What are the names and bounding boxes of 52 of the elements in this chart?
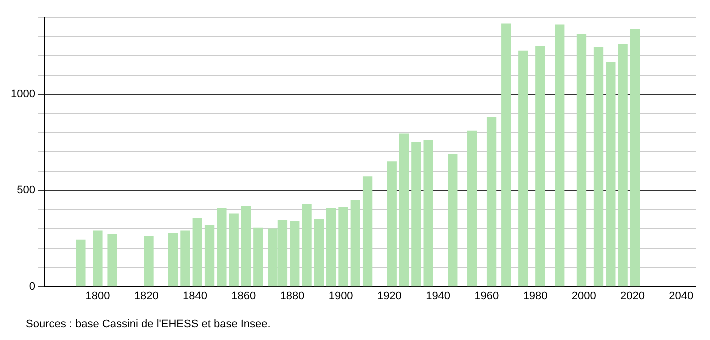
x-tick-label: 1840 — [182, 290, 208, 302]
y-tick-label: 500 — [17, 184, 36, 197]
bar — [555, 24, 565, 287]
x-tick-label: 1960 — [474, 290, 500, 302]
bar — [144, 236, 154, 287]
bar — [314, 219, 324, 287]
bar — [290, 221, 300, 287]
bar — [93, 230, 103, 287]
x-tick-label: 1940 — [426, 290, 451, 302]
x-tick-label: 1900 — [328, 290, 354, 302]
bar — [502, 24, 512, 287]
bar — [338, 207, 348, 287]
bar — [387, 162, 397, 287]
source-note: Sources : base Cassini de l'EHESS et base Insee. — [26, 318, 271, 331]
bar — [254, 228, 264, 287]
x-tick-label: 1820 — [134, 290, 159, 302]
bar — [108, 234, 118, 287]
bar — [536, 46, 546, 287]
x-tick-label: 1860 — [232, 290, 256, 302]
bar — [412, 142, 422, 287]
bar — [76, 240, 86, 287]
x-tick-label: 1800 — [86, 290, 110, 302]
x-tick-label: 2020 — [620, 290, 646, 302]
y-tick-label: 1000 — [10, 88, 36, 101]
bar — [229, 214, 239, 287]
x-tick-label: 2000 — [572, 290, 596, 302]
bar — [518, 50, 528, 287]
bar — [217, 208, 227, 287]
bar — [576, 34, 587, 287]
bar — [594, 47, 604, 287]
bar — [180, 230, 190, 287]
bar — [326, 208, 336, 287]
bar — [192, 218, 202, 287]
x-tick-label: 1980 — [523, 290, 548, 302]
bar — [424, 140, 434, 287]
bar — [241, 206, 252, 287]
x-tick-label: 2040 — [669, 290, 694, 302]
x-tick-label: 1920 — [377, 290, 402, 302]
x-tick-label: 1880 — [280, 290, 305, 302]
bar — [204, 224, 215, 287]
bar — [448, 154, 458, 287]
bar — [630, 29, 640, 287]
bar — [468, 130, 478, 287]
bar — [618, 44, 628, 287]
bar — [350, 200, 360, 287]
bar — [606, 62, 616, 287]
bar — [302, 204, 312, 287]
bar — [486, 117, 497, 287]
bar — [399, 134, 410, 287]
bar — [362, 176, 373, 287]
bar — [168, 233, 178, 287]
y-tick-label: 0 — [29, 280, 36, 293]
